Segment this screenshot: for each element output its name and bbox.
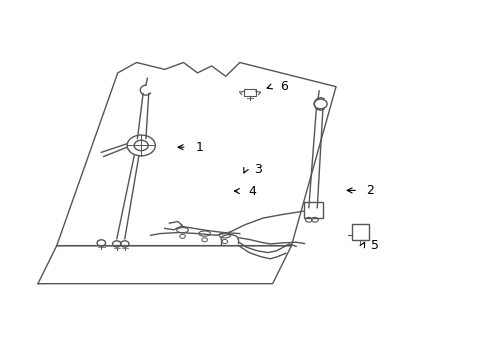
Text: 6: 6 xyxy=(279,80,287,93)
Text: 5: 5 xyxy=(370,239,379,252)
Text: 3: 3 xyxy=(253,163,261,176)
Text: 2: 2 xyxy=(366,184,374,197)
Text: 1: 1 xyxy=(195,141,203,154)
Bar xyxy=(304,202,322,218)
Text: 4: 4 xyxy=(248,185,256,198)
Bar xyxy=(351,224,368,240)
Bar xyxy=(244,89,255,96)
